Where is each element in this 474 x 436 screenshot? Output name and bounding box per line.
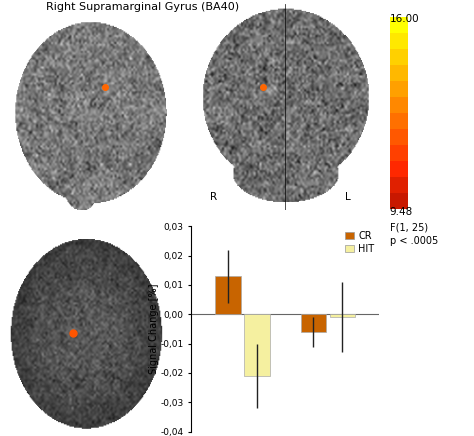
Legend: CR, HIT: CR, HIT — [345, 231, 374, 254]
Text: R: R — [210, 191, 217, 201]
Bar — [390, 82, 408, 97]
Text: p < .0005: p < .0005 — [390, 236, 438, 246]
Bar — [301, 314, 326, 332]
Y-axis label: Signal Change [%]: Signal Change [%] — [149, 284, 159, 374]
Bar — [390, 34, 408, 49]
Bar — [390, 193, 408, 209]
Bar — [390, 65, 408, 82]
Bar — [390, 113, 408, 129]
Text: 16.00: 16.00 — [390, 14, 419, 24]
Bar — [390, 49, 408, 65]
Bar — [390, 145, 408, 161]
Bar — [215, 276, 241, 314]
Text: F(1, 25): F(1, 25) — [390, 222, 428, 232]
Bar — [390, 17, 408, 34]
Bar — [390, 161, 408, 177]
Text: L: L — [346, 191, 351, 201]
Bar — [329, 314, 356, 317]
Bar — [390, 129, 408, 145]
Bar — [244, 314, 270, 376]
Text: Right Supramarginal Gyrus (BA40): Right Supramarginal Gyrus (BA40) — [46, 2, 239, 12]
Text: 9.48: 9.48 — [390, 207, 413, 217]
Bar — [390, 177, 408, 193]
Bar — [390, 97, 408, 113]
